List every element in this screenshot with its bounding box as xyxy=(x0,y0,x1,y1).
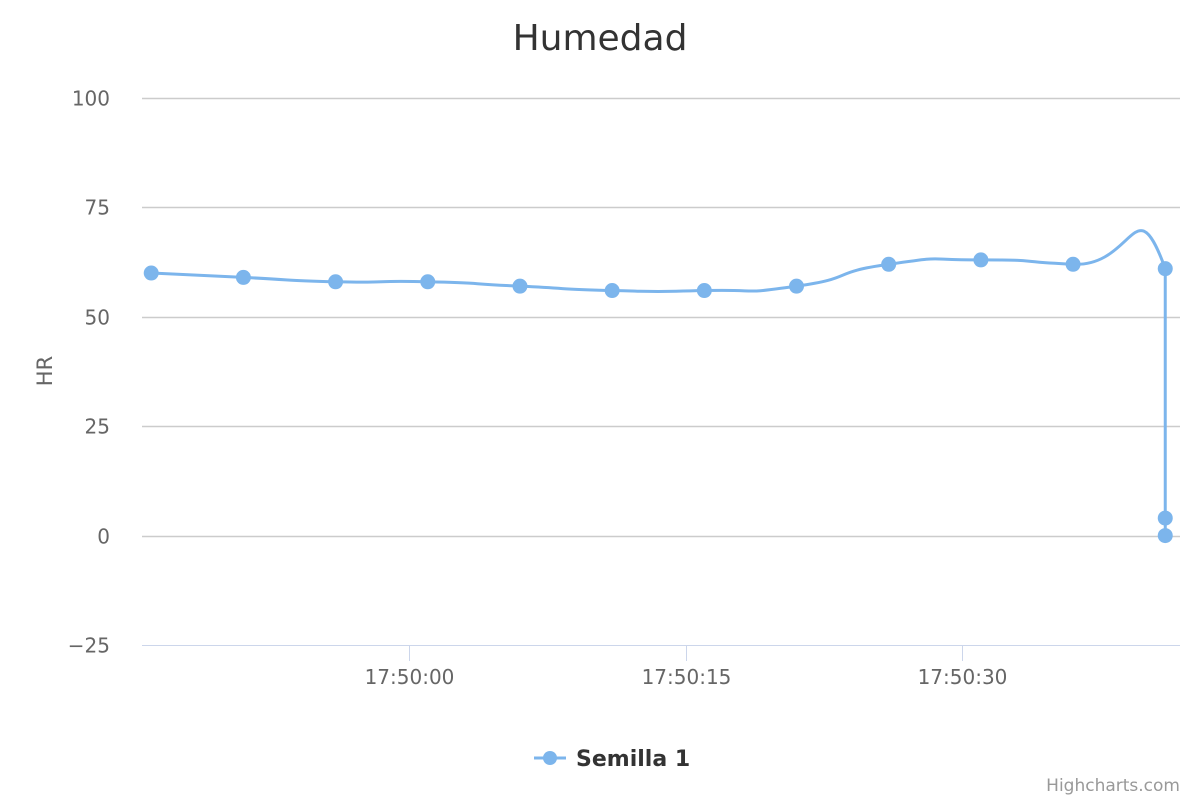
data-point-marker[interactable] xyxy=(881,256,897,272)
data-point-marker[interactable] xyxy=(512,278,528,294)
legend-symbol-marker xyxy=(543,751,557,765)
y-tick-label: 100 xyxy=(72,87,110,111)
data-point-marker[interactable] xyxy=(235,269,251,285)
series-semilla-1[interactable] xyxy=(143,229,1173,544)
y-axis-title: HR xyxy=(33,356,57,386)
data-point-marker[interactable] xyxy=(789,278,805,294)
series-line xyxy=(149,229,1167,538)
data-point-marker[interactable] xyxy=(1157,528,1173,544)
y-tick-label: 25 xyxy=(85,415,110,439)
data-point-marker[interactable] xyxy=(143,265,159,281)
data-point-marker[interactable] xyxy=(604,283,620,299)
data-point-marker[interactable] xyxy=(1157,261,1173,277)
y-tick-label: 0 xyxy=(97,525,110,549)
y-tick-label: 75 xyxy=(85,196,110,220)
credits-link[interactable]: Highcharts.com xyxy=(1046,776,1180,796)
data-point-marker[interactable] xyxy=(1065,256,1081,272)
chart-title: Humedad xyxy=(513,18,688,59)
data-point-marker[interactable] xyxy=(1157,510,1173,526)
x-tick-label: 17:50:15 xyxy=(642,665,732,689)
data-point-marker[interactable] xyxy=(328,274,344,290)
x-tick-label: 17:50:00 xyxy=(365,665,455,689)
y-tick-label: −25 xyxy=(68,634,110,658)
data-point-marker[interactable] xyxy=(973,252,989,268)
y-tick-label: 50 xyxy=(85,306,110,330)
legend-item-semilla-1[interactable]: Semilla 1 xyxy=(576,747,690,772)
y-axis-tick-labels: −25 0 25 50 75 100 xyxy=(68,87,110,658)
x-axis-ticks: 17:50:00 17:50:15 17:50:30 xyxy=(365,645,1008,689)
legend[interactable]: Semilla 1 xyxy=(534,747,690,772)
grid-lines xyxy=(142,97,1180,538)
x-tick-label: 17:50:30 xyxy=(918,665,1008,689)
data-point-marker[interactable] xyxy=(696,283,712,299)
data-point-marker[interactable] xyxy=(420,274,436,290)
